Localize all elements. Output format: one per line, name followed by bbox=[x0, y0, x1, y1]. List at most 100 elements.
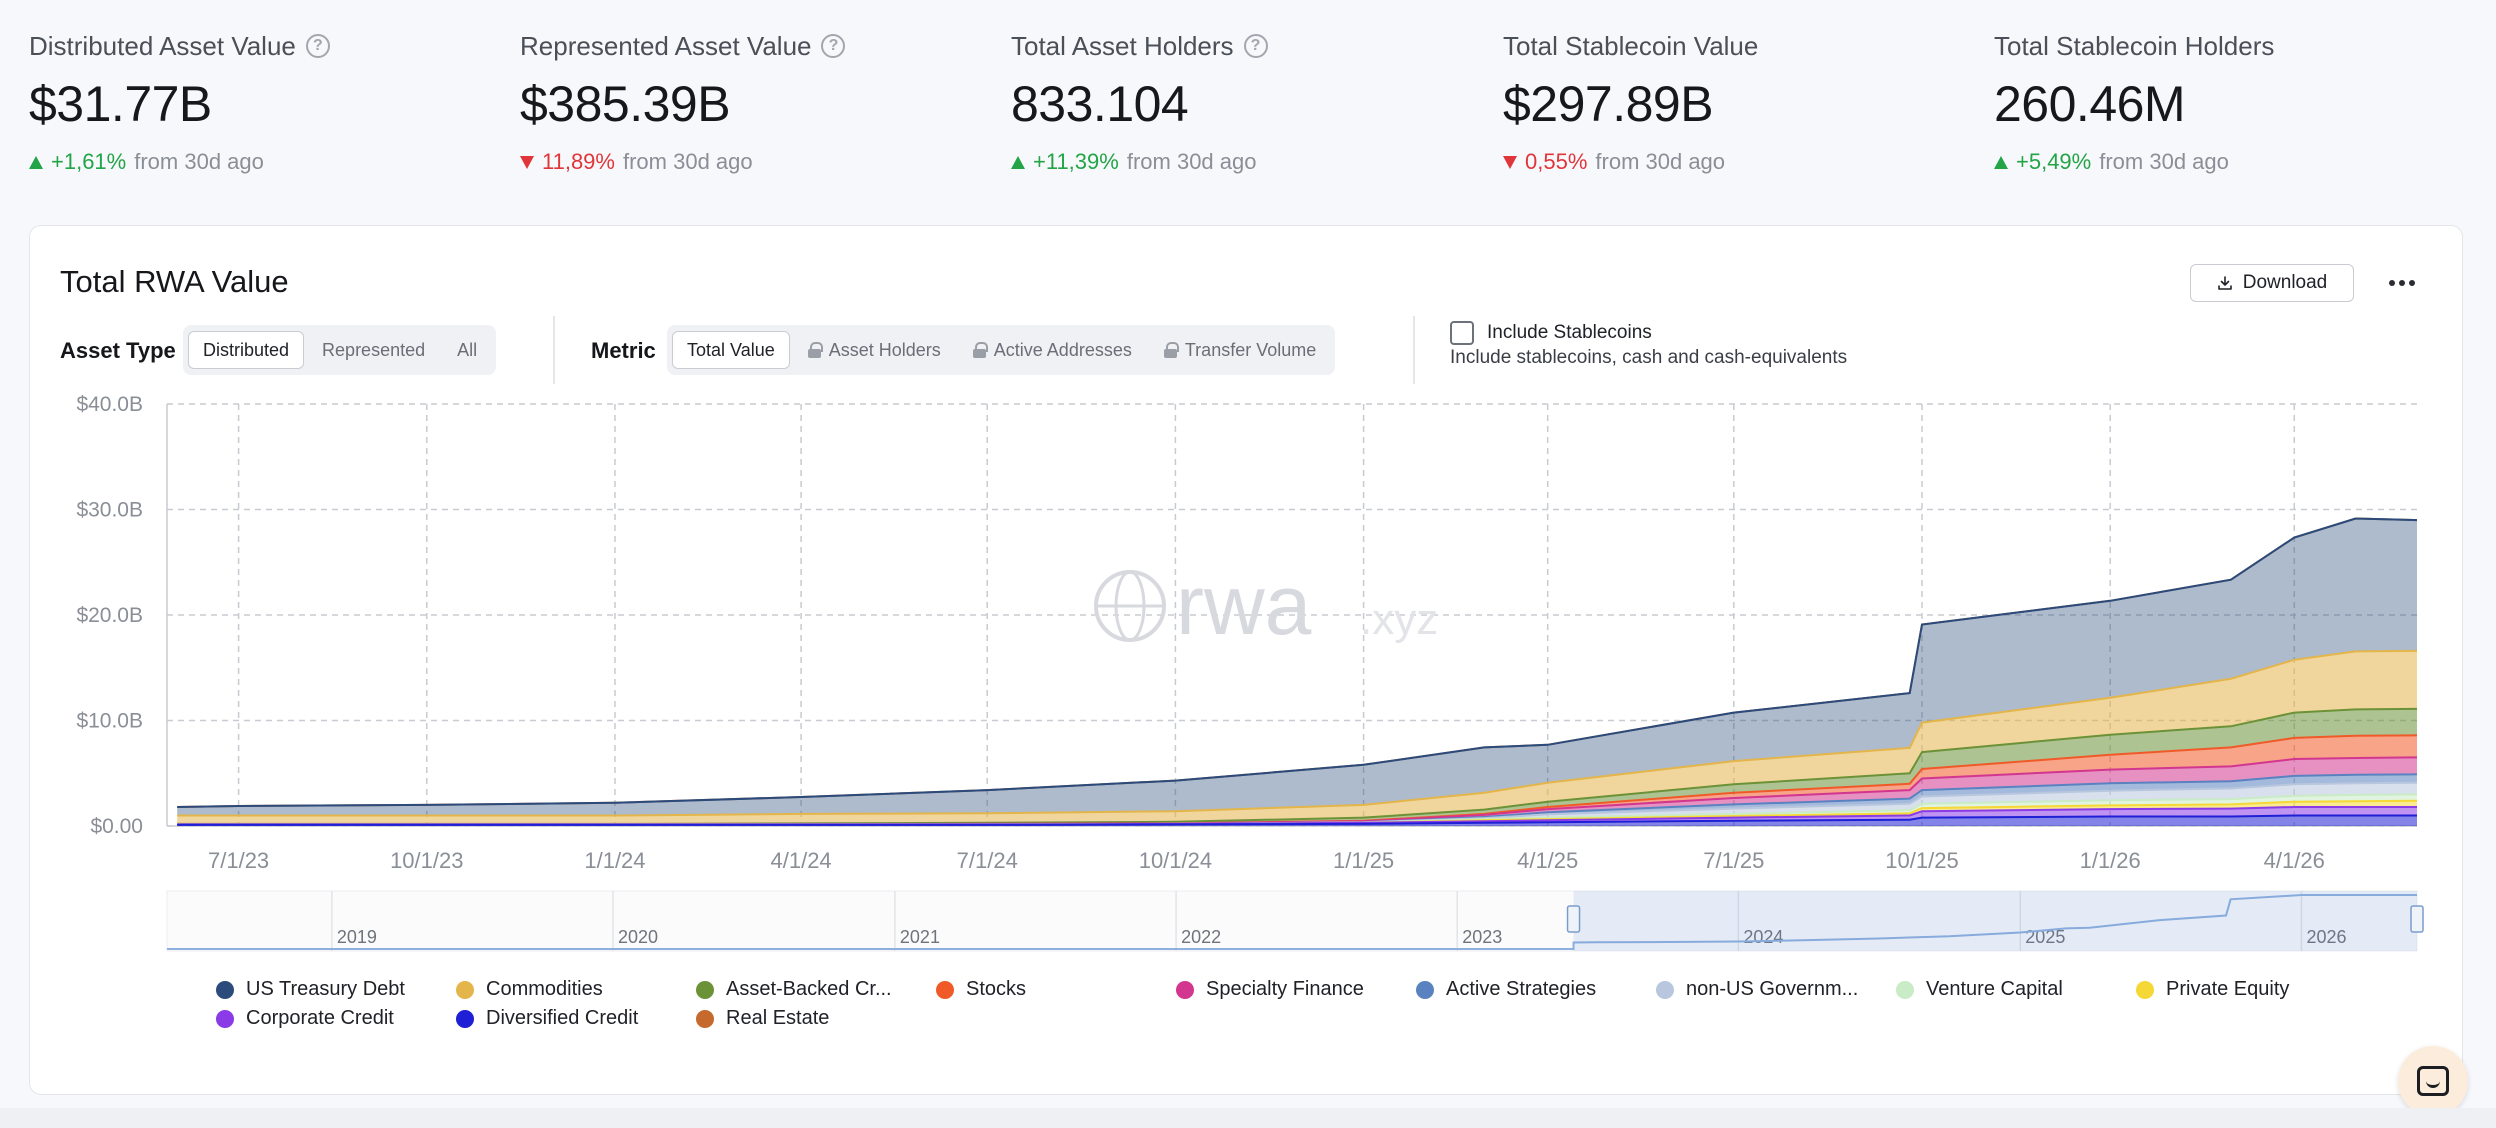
legend-item[interactable]: non-US Governm... bbox=[1656, 978, 1858, 1001]
x-tick-label: 1/1/26 bbox=[2080, 848, 2141, 873]
support-chat-button[interactable] bbox=[2398, 1046, 2468, 1116]
legend-swatch bbox=[1656, 980, 1674, 999]
navigator-year-label: 2022 bbox=[1181, 927, 1221, 947]
area-series-diversified-credit-line bbox=[177, 814, 2417, 826]
legend-item[interactable]: Venture Capital bbox=[1896, 978, 2063, 1001]
area-series-commodities-line bbox=[177, 649, 2418, 817]
stat-change-percent: +1,61% bbox=[51, 149, 127, 174]
legend-swatch bbox=[2136, 980, 2154, 999]
legend-swatch bbox=[1416, 980, 1434, 999]
legend-item[interactable]: Real Estate bbox=[696, 1007, 829, 1030]
more-dot-icon bbox=[2409, 280, 2415, 286]
help-icon[interactable]: ? bbox=[305, 34, 330, 58]
stat-change-suffix: from 30d ago bbox=[1126, 149, 1257, 174]
download-button[interactable]: Download bbox=[2190, 264, 2354, 302]
download-icon bbox=[2217, 276, 2232, 290]
x-tick-label: 4/1/24 bbox=[771, 848, 832, 873]
area-series-diversified-credit[interactable] bbox=[177, 815, 2418, 827]
stacked-area-chart[interactable]: $0.00 $10.0B $20.0B $30.0B $40.0B 7/1/23 10/1/… bbox=[30, 226, 2464, 966]
stat-title-text: Total Stablecoin Holders bbox=[1994, 30, 2275, 61]
legend-label: Venture Capital bbox=[1926, 978, 2063, 1000]
lock-icon bbox=[972, 342, 988, 358]
range-navigator[interactable] bbox=[166, 890, 2418, 952]
rwa-chart-card: Total RWA Value Download Asset Type Dist… bbox=[29, 225, 2463, 1095]
stat-card: Distributed Asset Value? $31.77B +1,61% fro… bbox=[29, 28, 499, 176]
stat-change-percent: 0,55% bbox=[1525, 149, 1588, 174]
lock-icon bbox=[807, 342, 823, 358]
metric-label-text: Transfer Volume bbox=[1184, 340, 1317, 360]
metric-toggle: Total Value Asset Holders Active Addresses… bbox=[667, 325, 1336, 375]
stat-title-text: Total Stablecoin Value bbox=[1503, 30, 1759, 61]
x-tick-label: 1/1/24 bbox=[584, 848, 645, 873]
metric-label-text: Active Addresses bbox=[993, 340, 1132, 360]
asset-type-distributed[interactable]: Distributed bbox=[188, 331, 305, 369]
help-icon[interactable]: ? bbox=[1243, 34, 1268, 58]
legend-item[interactable]: Corporate Credit bbox=[216, 1007, 394, 1030]
metric-total-value[interactable]: Total Value bbox=[672, 331, 790, 369]
more-options-button[interactable] bbox=[2382, 266, 2422, 300]
watermark-suffix: .xyz bbox=[1360, 595, 1438, 644]
help-icon[interactable]: ? bbox=[821, 34, 846, 58]
stat-card: Total Stablecoin Holders 260.46M +5,49% fro… bbox=[1994, 28, 2464, 176]
stat-card: Represented Asset Value? $385.39B 11,89% fr… bbox=[520, 28, 990, 176]
stat-change-suffix: from 30d ago bbox=[622, 149, 753, 174]
legend-label: Diversified Credit bbox=[486, 1007, 639, 1029]
stat-value: $297.89B bbox=[1503, 76, 1714, 132]
x-tick-label: 4/1/25 bbox=[1517, 848, 1578, 873]
navigator-year-label: 2023 bbox=[1462, 927, 1502, 947]
legend-item[interactable]: Commodities bbox=[456, 978, 603, 1001]
include-stablecoins-label[interactable]: Include Stablecoins bbox=[1487, 322, 1652, 343]
stat-change-suffix: from 30d ago bbox=[1595, 149, 1726, 174]
x-tick-label: 7/1/24 bbox=[957, 848, 1018, 873]
asset-type-all[interactable]: All bbox=[457, 340, 478, 360]
navigator-selection[interactable] bbox=[1573, 891, 2417, 951]
watermark-text: rwa bbox=[1176, 558, 1312, 652]
legend-item[interactable]: Active Strategies bbox=[1416, 978, 1596, 1001]
include-stablecoins-description: Include stablecoins, cash and cash-equiv… bbox=[1450, 347, 1848, 368]
legend-item[interactable]: US Treasury Debt bbox=[216, 978, 405, 1001]
stat-title-text: Represented Asset Value bbox=[520, 30, 812, 61]
divider bbox=[553, 316, 555, 384]
stat-change-percent: +5,49% bbox=[2016, 149, 2092, 174]
stat-change: +1,61% from 30d ago bbox=[29, 148, 499, 176]
download-label: Download bbox=[2242, 272, 2328, 293]
stat-title: Represented Asset Value? bbox=[520, 28, 990, 64]
x-tick-label: 10/1/24 bbox=[1139, 848, 1212, 873]
lock-icon bbox=[1163, 342, 1179, 358]
legend-item[interactable]: Asset-Backed Cr... bbox=[696, 978, 892, 1001]
stat-value: 833.104 bbox=[1011, 76, 1189, 132]
legend-label: Private Equity bbox=[2166, 978, 2290, 1000]
metric-label-text: Total Value bbox=[687, 339, 775, 360]
legend-item[interactable]: Diversified Credit bbox=[456, 1007, 638, 1030]
more-dot-icon bbox=[2399, 280, 2405, 286]
asset-type-represented[interactable]: Represented bbox=[322, 340, 426, 360]
metric-active-addresses[interactable]: Active Addresses bbox=[959, 331, 1146, 369]
metric-asset-holders[interactable]: Asset Holders bbox=[794, 331, 955, 369]
metric-label: Metric bbox=[591, 338, 656, 363]
page-footer-band bbox=[0, 1108, 2496, 1128]
legend-label: Commodities bbox=[486, 978, 603, 1000]
legend-swatch bbox=[1176, 980, 1194, 999]
stat-title: Distributed Asset Value? bbox=[29, 28, 499, 64]
more-dot-icon bbox=[2389, 280, 2395, 286]
x-tick-label: 7/1/25 bbox=[1703, 848, 1764, 873]
stat-change: 0,55% from 30d ago bbox=[1503, 148, 1973, 176]
navigator-left-handle[interactable] bbox=[1566, 905, 1581, 933]
legend-item[interactable]: Specialty Finance bbox=[1176, 978, 1364, 1001]
legend-swatch bbox=[936, 980, 954, 999]
navigator-series-line bbox=[167, 894, 2417, 950]
legend-item[interactable]: Private Equity bbox=[2136, 978, 2289, 1001]
stat-change: +11,39% from 30d ago bbox=[1011, 148, 1481, 176]
chat-icon bbox=[2417, 1066, 2449, 1096]
legend-item[interactable]: Stocks bbox=[936, 978, 1026, 1001]
navigator-right-handle[interactable] bbox=[2410, 905, 2424, 933]
stat-title-text: Distributed Asset Value bbox=[29, 30, 296, 61]
area-series-us-treasury-debt[interactable] bbox=[177, 518, 2418, 816]
area-series-commodities[interactable] bbox=[177, 650, 2418, 824]
stat-title: Total Stablecoin Value bbox=[1503, 28, 1973, 64]
asset-type-toggle: Distributed Represented All bbox=[183, 325, 497, 375]
include-stablecoins-checkbox[interactable] bbox=[1450, 321, 1474, 345]
arrow-down-icon bbox=[520, 155, 534, 169]
metric-transfer-volume[interactable]: Transfer Volume bbox=[1150, 331, 1330, 369]
legend-label: Active Strategies bbox=[1446, 978, 1597, 1000]
